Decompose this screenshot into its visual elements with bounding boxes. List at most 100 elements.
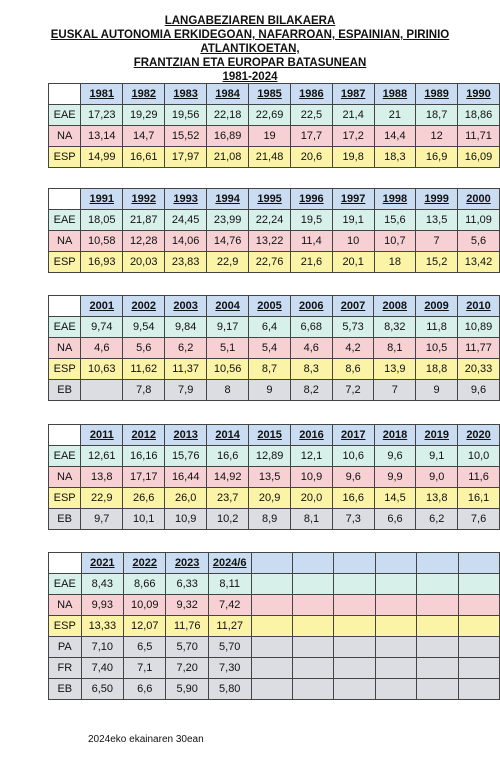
value-cell: 6,4 [248,316,291,338]
year-header-cell: 1996 [290,188,333,210]
value-cell: 9,6 [331,466,375,488]
value-cell: 8,32 [373,316,417,338]
value-cell: 13,8 [415,487,459,509]
table-row-eb: EB 9,7 10,1 10,9 10,2 8,9 8,1 7,3 6,6 6,2 7,6 [47,508,500,530]
value-cell: 7,1 [123,657,167,679]
value-cell [250,615,293,637]
value-cell [416,657,459,679]
region-label: EAE [47,316,82,338]
value-cell: 19,1 [331,209,375,231]
value-cell [457,657,500,679]
value-cell: 13,5 [248,466,292,488]
value-cell [291,657,335,679]
table-row-eae: EAE 8,43 8,66 6,33 8,11 [48,573,500,595]
year-header-cell [374,552,418,574]
title-line-4: 1981-2024 [222,71,278,83]
value-cell: 14,5 [373,487,417,509]
year-header-cell: 2004 [206,295,250,317]
table-row-eae: EAE 18,05 21,87 24,45 23,99 22,24 19,5 19,1 15,6… [47,209,500,231]
value-cell: 21,6 [290,251,333,273]
value-cell: 17,2 [331,125,375,147]
value-cell [291,678,335,700]
value-cell: 13,22 [248,230,292,252]
year-header-cell: 2015 [248,424,292,446]
table-row-esp: ESP 13,33 12,07 11,76 11,27 [48,615,500,637]
value-cell: 21,4 [331,104,375,126]
value-cell: 7,20 [165,657,209,679]
year-header-row: 2021 2022 2023 2024/6 [48,552,500,574]
year-header-cell: 2011 [80,424,124,446]
value-cell: 11,27 [207,615,252,637]
value-cell: 7,42 [207,594,252,616]
value-cell: 14,7 [122,125,166,147]
value-cell [291,594,335,616]
value-cell: 9,0 [415,466,459,488]
value-cell [374,573,418,595]
value-cell: 16,89 [206,125,250,147]
value-cell: 6,2 [415,508,459,530]
value-cell [250,636,293,658]
value-cell: 11,62 [122,358,166,380]
year-header-cell: 1981 [80,83,124,105]
unemployment-table-4: 2011 2012 2013 2014 2015 2016 2017 2018 2019 2020… [47,424,500,530]
value-cell: 13,9 [373,358,417,380]
year-header-cell: 1986 [290,83,333,105]
value-cell: 5,6 [122,337,166,359]
value-cell: 14,99 [80,146,124,168]
value-cell: 10,58 [80,230,124,252]
value-cell: 7,40 [80,657,125,679]
value-cell: 10,63 [80,358,124,380]
year-header-cell: 2002 [122,295,166,317]
value-cell: 10,2 [206,508,250,530]
year-header-row: 2001 2002 2003 2004 2005 2006 2007 2008 2009 2010 [47,295,500,317]
value-cell: 5,90 [165,678,209,700]
value-cell: 10,9 [290,466,333,488]
value-cell: 11,4 [290,230,333,252]
value-cell: 5,70 [165,636,209,658]
region-label: EB [48,678,82,700]
value-cell [374,615,418,637]
value-cell: 20,33 [456,358,500,380]
year-header-cell: 1994 [206,188,250,210]
value-cell: 19,5 [290,209,333,231]
value-cell: 7,8 [122,379,166,401]
table-row-esp: ESP 14,99 16,61 17,97 21,08 21,48 20,6 19,8 18,3… [47,146,500,168]
value-cell [457,573,500,595]
value-cell: 22,69 [248,104,292,126]
value-cell: 12,1 [290,445,333,467]
value-cell: 22,9 [80,487,124,509]
value-cell [416,615,459,637]
value-cell: 17,97 [164,146,208,168]
value-cell: 26,6 [122,487,166,509]
value-cell: 6,6 [123,678,167,700]
value-cell: 7,3 [331,508,375,530]
year-header-cell: 2000 [456,188,500,210]
value-cell: 16,6 [331,487,375,509]
value-cell [333,657,376,679]
title-line-2: EUSKAL AUTONOMIA ERKIDEGOAN, NAFARROAN, … [50,29,450,55]
value-cell: 13,42 [456,251,500,273]
table-row-na: NA 13,14 14,7 15,52 16,89 19 17,7 17,2 14,4 12 11,… [47,125,500,147]
year-header-cell: 1982 [122,83,166,105]
region-label: EAE [48,573,82,595]
unemployment-table-1: 1981 1982 1983 1984 1985 1986 1987 1988 1989 1990… [47,83,500,168]
footer-date: 2024eko ekainaren 30ean [88,734,204,745]
value-cell: 17,7 [290,125,333,147]
value-cell: 22,76 [248,251,292,273]
value-cell: 18 [373,251,417,273]
value-cell: 11,76 [165,615,209,637]
region-label: NA [47,337,82,359]
year-header-cell [250,552,293,574]
value-cell: 20,03 [122,251,166,273]
value-cell [416,678,459,700]
value-cell: 9,32 [165,594,209,616]
region-label: NA [47,125,82,147]
value-cell: 19 [248,125,292,147]
value-cell: 9,17 [206,316,250,338]
value-cell [416,594,459,616]
value-cell: 10,09 [123,594,167,616]
value-cell: 8,43 [80,573,125,595]
table-row-na: NA 13,8 17,17 16,44 14,92 13,5 10,9 9,6 9,9 9,0 11… [47,466,500,488]
year-header-row: 2011 2012 2013 2014 2015 2016 2017 2018 2019 2020 [47,424,500,446]
table-row-pa: PA 7,10 6,5 5,70 5,70 [48,636,500,658]
